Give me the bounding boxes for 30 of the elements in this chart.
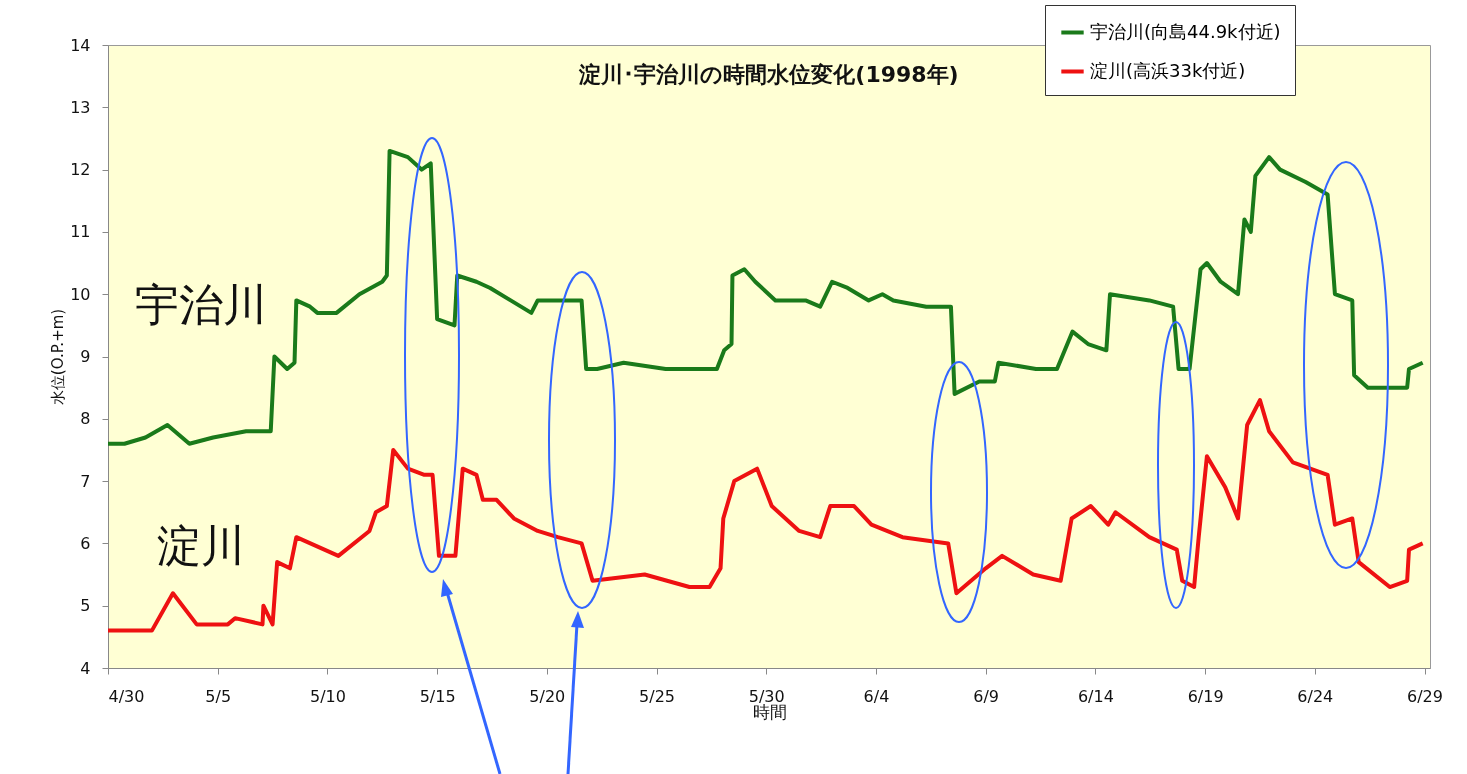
x-tick-label: 5/25 — [639, 686, 676, 706]
x-tick-label: 5/5 — [205, 686, 232, 706]
x-tick-label: 6/14 — [1077, 686, 1114, 706]
x-tick-label: 6/9 — [973, 686, 1000, 706]
y-tick-label: 11 — [70, 222, 91, 242]
x-tick-label: 6/4 — [863, 686, 890, 706]
x-tick-label: 5/15 — [419, 686, 456, 706]
x-tick-label: 6/24 — [1297, 686, 1334, 706]
y-tick-label: 4 — [80, 658, 91, 678]
y-tick-label: 14 — [70, 35, 91, 55]
y-tick-label: 8 — [80, 409, 91, 429]
x-axis-title: 時間 — [752, 701, 787, 722]
x-tick-label: 6/29 — [1407, 686, 1443, 706]
y-axis-title: 水位(O.P.+m) — [49, 308, 68, 406]
legend-label: 宇治川(向島44.9k付近) — [1090, 20, 1281, 42]
text: 淀川･宇治川の時間水位変化(1998年) — [578, 61, 959, 87]
annotation: 宇治川 — [134, 278, 267, 330]
y-tick-label: 6 — [80, 533, 91, 553]
y-tick-label: 10 — [70, 284, 91, 304]
y-tick-label: 7 — [80, 471, 91, 491]
y-tick-label: 13 — [70, 97, 91, 117]
annotation: 淀川 — [156, 520, 245, 572]
x-tick-label: 6/19 — [1187, 686, 1224, 706]
x-tick-label: 4/30 — [108, 686, 145, 706]
y-tick-label: 12 — [70, 160, 91, 180]
y-tick-label: 5 — [80, 596, 91, 616]
legend-label: 淀川(高浜33k付近) — [1090, 59, 1246, 81]
x-tick-label: 5/20 — [529, 686, 566, 706]
y-tick-label: 9 — [80, 347, 91, 366]
x-tick-label: 5/10 — [309, 686, 346, 706]
